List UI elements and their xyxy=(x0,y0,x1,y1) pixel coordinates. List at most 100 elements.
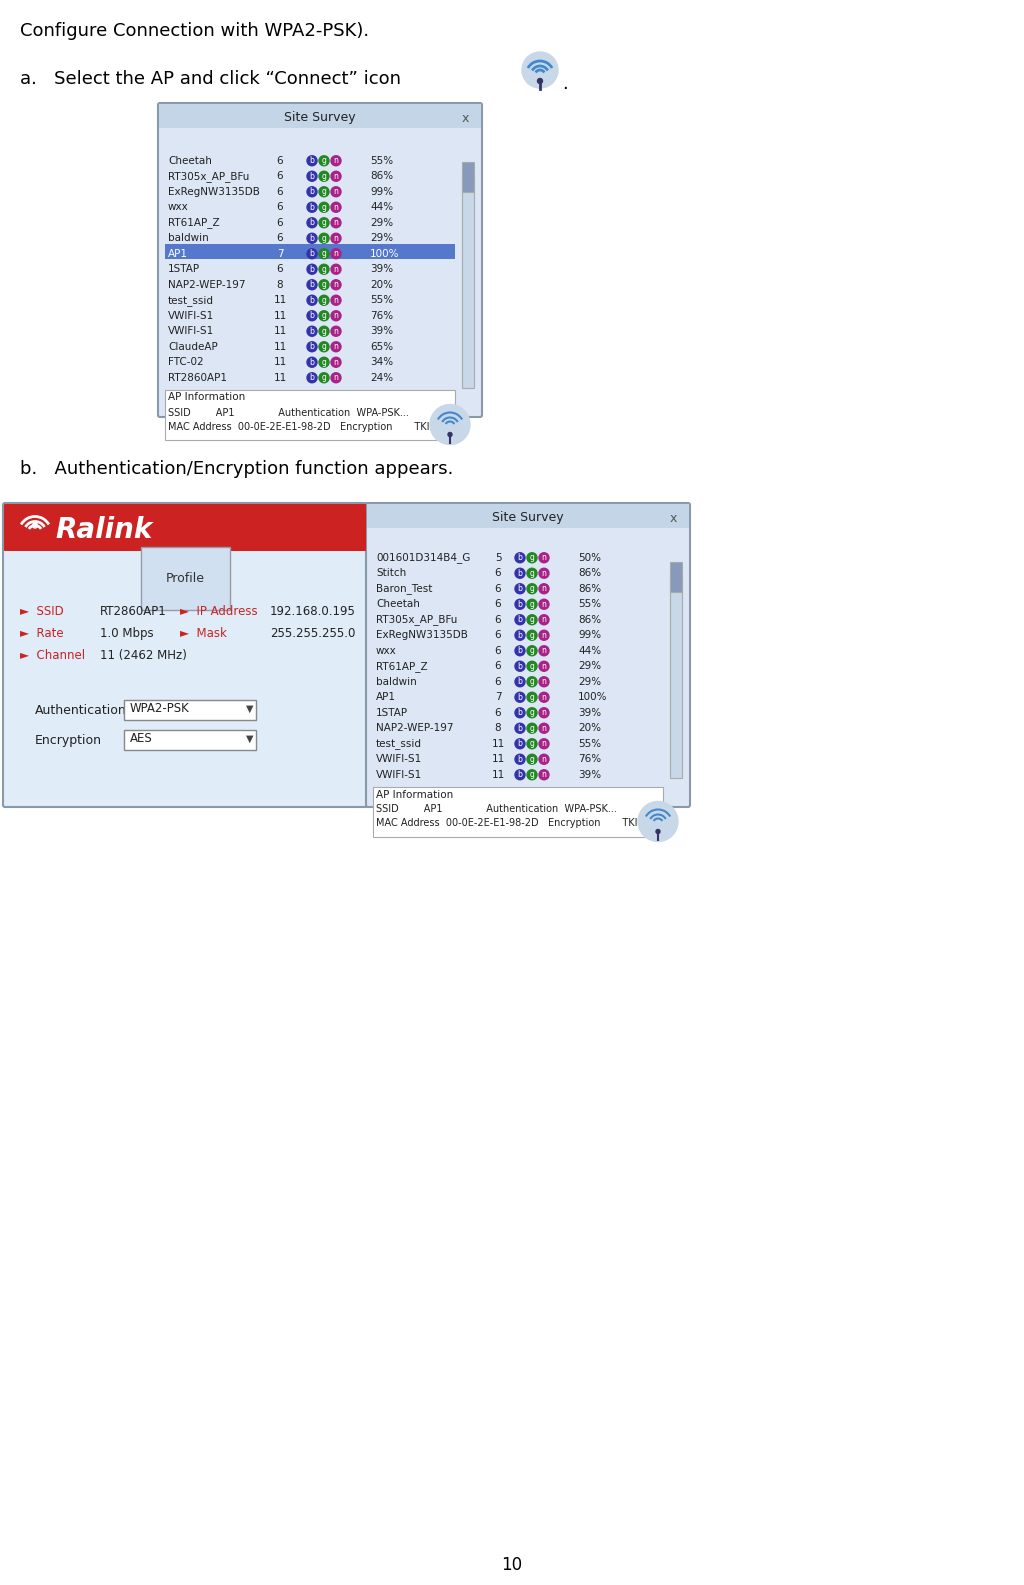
Text: n: n xyxy=(542,708,547,718)
Text: SSID        AP1              Authentication  WPA-PSK...: SSID AP1 Authentication WPA-PSK... xyxy=(376,805,616,815)
Text: SSID        AP1              Authentication  WPA-PSK...: SSID AP1 Authentication WPA-PSK... xyxy=(168,407,409,417)
Text: 86%: 86% xyxy=(370,171,393,181)
Circle shape xyxy=(515,754,525,764)
Text: x: x xyxy=(462,111,469,125)
Text: b: b xyxy=(309,311,314,320)
Text: n: n xyxy=(334,187,339,197)
FancyBboxPatch shape xyxy=(158,103,482,417)
Circle shape xyxy=(307,311,317,320)
Circle shape xyxy=(319,155,329,166)
Text: Encryption: Encryption xyxy=(35,734,102,747)
Circle shape xyxy=(331,265,341,274)
Text: 29%: 29% xyxy=(370,217,393,228)
Text: 55%: 55% xyxy=(578,599,601,609)
Circle shape xyxy=(430,404,470,444)
Circle shape xyxy=(319,265,329,274)
Bar xyxy=(670,575,682,778)
Circle shape xyxy=(527,708,537,718)
Text: test_ssid: test_ssid xyxy=(376,739,422,750)
Text: b.   Authentication/Encryption function appears.: b. Authentication/Encryption function ap… xyxy=(20,460,454,479)
Text: g: g xyxy=(322,327,327,336)
Text: n: n xyxy=(334,233,339,243)
Text: 55%: 55% xyxy=(370,295,393,306)
Text: n: n xyxy=(334,342,339,352)
Text: g: g xyxy=(322,358,327,366)
Text: 6: 6 xyxy=(495,661,502,672)
Text: 20%: 20% xyxy=(578,723,601,734)
Text: ClaudeAP: ClaudeAP xyxy=(168,342,218,352)
Circle shape xyxy=(539,631,549,640)
Text: b: b xyxy=(517,739,522,748)
Text: b: b xyxy=(309,233,314,243)
Circle shape xyxy=(515,569,525,579)
Circle shape xyxy=(319,295,329,306)
Circle shape xyxy=(527,693,537,702)
Text: 6: 6 xyxy=(495,631,502,640)
Bar xyxy=(462,174,474,388)
Text: 99%: 99% xyxy=(370,187,393,197)
Text: 192.168.0.195: 192.168.0.195 xyxy=(270,605,356,618)
Circle shape xyxy=(538,79,543,84)
Circle shape xyxy=(539,661,549,672)
Circle shape xyxy=(307,372,317,382)
Text: FTC-02: FTC-02 xyxy=(168,357,204,368)
Circle shape xyxy=(527,553,537,563)
Text: 39%: 39% xyxy=(578,770,601,780)
Circle shape xyxy=(539,553,549,563)
FancyBboxPatch shape xyxy=(3,502,367,807)
Text: n: n xyxy=(542,569,547,579)
Text: 255.255.255.0: 255.255.255.0 xyxy=(270,628,355,640)
Text: VWIFI-S1: VWIFI-S1 xyxy=(168,327,214,336)
Text: n: n xyxy=(334,157,339,165)
Text: 1STAP: 1STAP xyxy=(376,708,409,718)
Text: MAC Address  00-0E-2E-E1-98-2D   Encryption       TKIP+AES: MAC Address 00-0E-2E-E1-98-2D Encryption… xyxy=(376,818,671,829)
Text: 76%: 76% xyxy=(578,754,601,764)
Text: n: n xyxy=(542,739,547,748)
Circle shape xyxy=(515,708,525,718)
Text: g: g xyxy=(322,372,327,382)
Text: n: n xyxy=(334,281,339,288)
Text: 11: 11 xyxy=(273,357,287,368)
Text: n: n xyxy=(542,647,547,655)
Text: g: g xyxy=(529,631,535,640)
Circle shape xyxy=(527,723,537,734)
Text: 39%: 39% xyxy=(370,327,393,336)
Text: 44%: 44% xyxy=(370,203,393,212)
Text: g: g xyxy=(529,754,535,764)
Text: RT61AP_Z: RT61AP_Z xyxy=(376,661,428,672)
Bar xyxy=(670,563,682,593)
Circle shape xyxy=(307,265,317,274)
Text: n: n xyxy=(334,249,339,258)
Text: Ralink: Ralink xyxy=(55,515,153,544)
Text: b: b xyxy=(309,249,314,258)
Text: ▼: ▼ xyxy=(246,734,254,743)
Text: 99%: 99% xyxy=(578,631,601,640)
Text: ►  IP Address: ► IP Address xyxy=(180,605,258,618)
Text: 6: 6 xyxy=(495,599,502,609)
Text: b: b xyxy=(517,770,522,780)
Text: 001601D314B4_G: 001601D314B4_G xyxy=(376,552,470,563)
Text: ExRegNW3135DB: ExRegNW3135DB xyxy=(168,187,260,197)
Circle shape xyxy=(515,661,525,672)
Text: n: n xyxy=(542,693,547,702)
Circle shape xyxy=(331,342,341,352)
Text: 44%: 44% xyxy=(578,645,601,656)
Text: 86%: 86% xyxy=(578,569,601,579)
Text: VWIFI-S1: VWIFI-S1 xyxy=(168,311,214,320)
Text: g: g xyxy=(322,203,327,212)
FancyBboxPatch shape xyxy=(124,701,256,720)
Text: b: b xyxy=(517,615,522,624)
Circle shape xyxy=(319,249,329,258)
Text: 29%: 29% xyxy=(370,233,393,243)
Text: 29%: 29% xyxy=(578,677,601,686)
FancyBboxPatch shape xyxy=(4,504,366,552)
Circle shape xyxy=(307,295,317,306)
Text: NAP2-WEP-197: NAP2-WEP-197 xyxy=(168,279,246,290)
Circle shape xyxy=(307,203,317,212)
Text: 29%: 29% xyxy=(578,661,601,672)
FancyBboxPatch shape xyxy=(124,731,256,750)
Text: b: b xyxy=(517,553,522,563)
Text: g: g xyxy=(529,739,535,748)
Text: 6: 6 xyxy=(495,583,502,594)
Text: 11: 11 xyxy=(492,739,505,748)
